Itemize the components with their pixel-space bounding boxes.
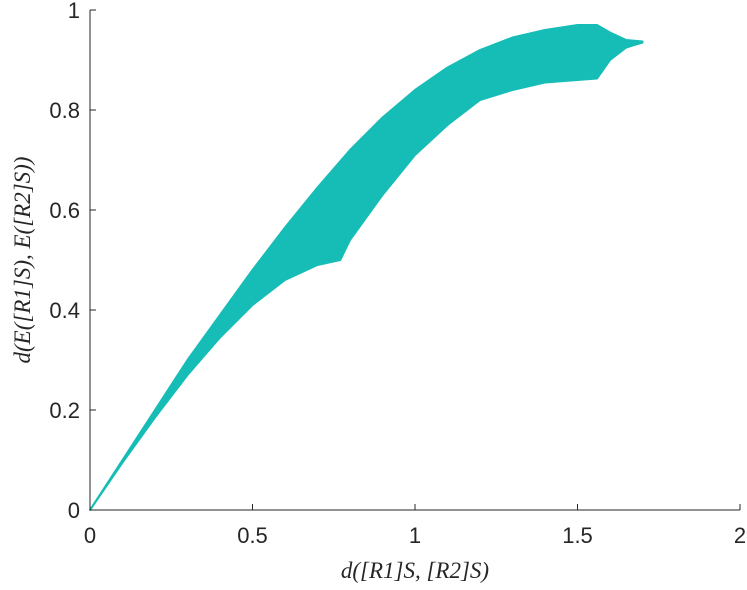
y-tick-label: 0.2 (49, 398, 80, 423)
scatter-region (89, 24, 644, 511)
x-axis-label: d([R1]S, [R2]S) (341, 558, 489, 583)
axes-layer (89, 10, 740, 511)
y-tick-label: 0.8 (49, 98, 80, 123)
x-tick-label: 1.5 (562, 523, 593, 548)
y-tick-label: 1 (68, 0, 80, 23)
y-axis-label: d(E([R1]S), E([R2]S)) (10, 157, 35, 364)
data-layer (89, 24, 644, 511)
x-tick-label: 2 (734, 523, 746, 548)
x-tick-label: 0.5 (237, 523, 268, 548)
x-tick-label: 0 (84, 523, 96, 548)
y-tick-label: 0.4 (49, 298, 80, 323)
x-axis-label-group: d([R1]S, [R2]S) (341, 558, 489, 583)
y-tick-label: 0.6 (49, 198, 80, 223)
ticks-layer: 0 0.5 1 1.5 2 0 0.2 0.4 0.6 0.8 1 (49, 0, 746, 548)
y-axis-label-group: d(E([R1]S), E([R2]S)) (10, 157, 35, 364)
y-tick-label: 0 (68, 498, 80, 523)
x-tick-label: 1 (409, 523, 421, 548)
